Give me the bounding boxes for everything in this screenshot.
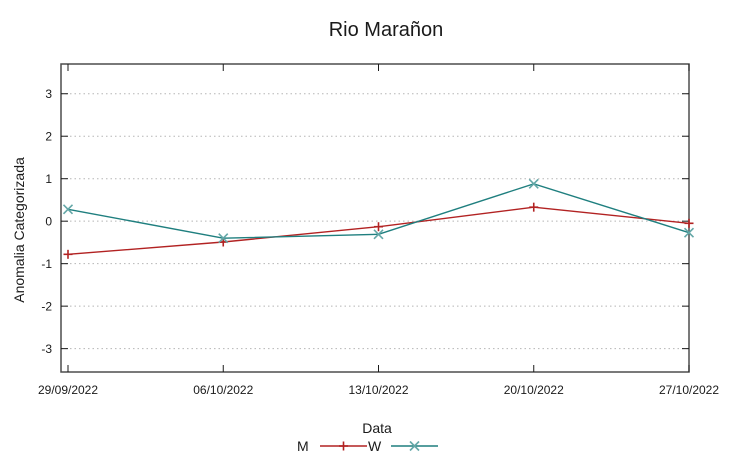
marker-cross-W-1-d2 [218,233,229,244]
marker-cross-W-1 [218,233,229,244]
marker-plus-M-2 [374,222,383,232]
y-tick-label: 2 [45,130,52,144]
y-tick-label: 0 [45,215,52,229]
marker-cross-W-3-d2 [528,178,539,189]
y-tick-label: -2 [41,300,52,314]
marker-cross-W-4 [683,227,695,238]
plot-border [60,63,690,373]
y-tick-label: 1 [45,172,52,186]
marker-plus-M-3 [529,202,539,212]
y-tick-label: 3 [45,87,52,101]
marker-plus-M-0 [63,249,73,259]
y-axis-label: Anomalia Categorizada [11,157,27,303]
marker-plus-M-4 [684,218,694,228]
plot-area: -3 -2 -1 0 1 2 3 29/09/2022 06/10/2022 13/10/2022… [38,63,719,397]
x-axis-label: Data [362,420,392,436]
x-tick-label: 27/10/2022 [659,383,719,397]
marker-cross-W-0-d2 [62,204,74,215]
marker-cross-W-2 [373,229,384,240]
legend-sample-marker-M [339,441,348,451]
x-tick-label: 06/10/2022 [193,383,253,397]
y-tick-label: -1 [41,257,52,271]
y-tick-label: -3 [41,342,52,356]
marker-cross-W-0 [62,204,74,215]
marker-cross-W-2-d2 [373,229,384,240]
chart-title: Rio Marañon [329,19,444,41]
legend-sample-marker-W [409,440,420,452]
x-tick-label: 13/10/2022 [348,383,408,397]
legend-label-M: M [297,438,309,454]
marker-cross-W-4-d2 [683,227,695,238]
legend-label-W: W [368,438,382,454]
x-tick-label: 20/10/2022 [504,383,564,397]
marker-cross-W-3 [528,178,539,189]
legend-sample-marker-W-d2 [409,440,420,452]
x-tick-label: 29/09/2022 [38,383,98,397]
